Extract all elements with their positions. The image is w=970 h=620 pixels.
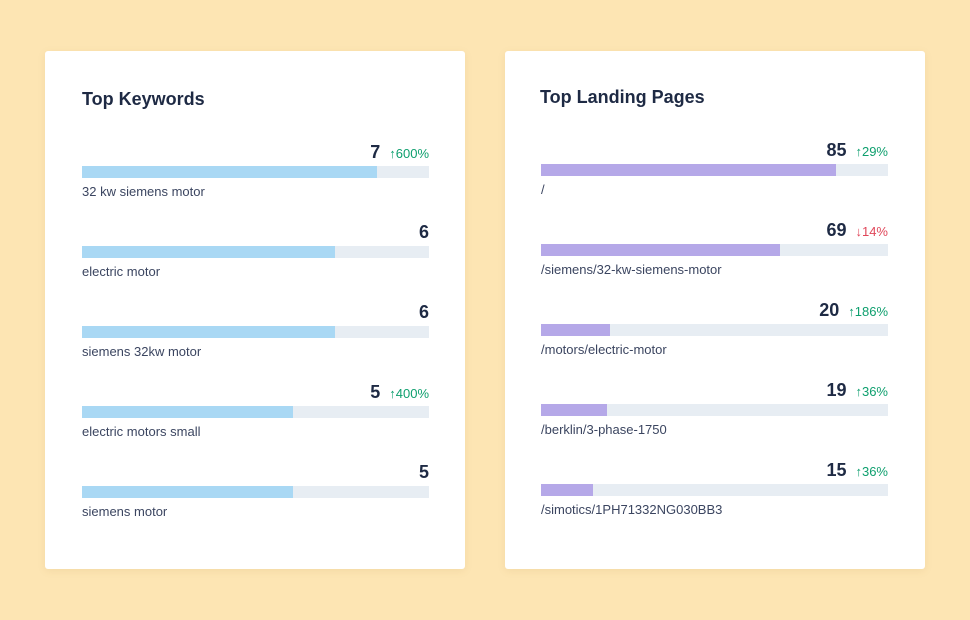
item-label: electric motors small bbox=[82, 424, 201, 439]
item-label: /berklin/3-phase-1750 bbox=[541, 422, 667, 437]
card-title: Top Landing Pages bbox=[540, 87, 705, 107]
list-item: 15 ↑36% /simotics/1PH71332NG030BB3 bbox=[541, 459, 888, 519]
change-badge: ↑36% bbox=[855, 384, 888, 399]
item-label: /motors/electric-motor bbox=[541, 342, 667, 357]
progress-track bbox=[82, 246, 429, 258]
list-item: 69 ↓14% /siemens/32-kw-siemens-motor bbox=[541, 219, 888, 279]
progress-fill bbox=[541, 164, 836, 176]
item-label: 32 kw siemens motor bbox=[82, 184, 205, 199]
progress-track bbox=[82, 406, 429, 418]
item-label: /siemens/32-kw-siemens-motor bbox=[541, 262, 722, 277]
list-item: 6 siemens 32kw motor bbox=[82, 301, 429, 361]
progress-track bbox=[541, 324, 888, 336]
list-item: 19 ↑36% /berklin/3-phase-1750 bbox=[541, 379, 888, 439]
progress-fill bbox=[541, 484, 594, 496]
list-item: 85 ↑29% / bbox=[541, 139, 888, 199]
progress-track bbox=[82, 486, 429, 498]
value-group: 85 ↑29% bbox=[826, 139, 888, 161]
item-label: siemens motor bbox=[82, 504, 168, 519]
item-value: 7 bbox=[370, 142, 381, 162]
card-title: Top Keywords bbox=[82, 89, 205, 109]
value-group: 19 ↑36% bbox=[826, 379, 888, 401]
progress-fill bbox=[82, 486, 293, 498]
value-group: 5 ↑400% bbox=[370, 381, 429, 403]
item-value: 5 bbox=[418, 462, 429, 482]
progress-track bbox=[82, 166, 429, 178]
item-value: 5 bbox=[370, 382, 381, 402]
item-label: electric motor bbox=[82, 264, 161, 279]
item-value: 20 bbox=[819, 300, 840, 320]
change-badge: ↑36% bbox=[855, 464, 888, 479]
item-value: 85 bbox=[826, 140, 847, 160]
progress-track bbox=[541, 164, 888, 176]
progress-fill bbox=[82, 406, 293, 418]
item-label: siemens 32kw motor bbox=[82, 344, 202, 359]
change-badge: ↑186% bbox=[848, 304, 888, 319]
value-group: 6 bbox=[419, 221, 429, 243]
top-keywords-card: Top Keywords 7 ↑600% 32 kw siemens motor 6 e… bbox=[45, 51, 465, 569]
item-value: 69 bbox=[826, 220, 847, 240]
list-item: 6 electric motor bbox=[82, 221, 429, 281]
value-group: 15 ↑36% bbox=[826, 459, 888, 481]
item-value: 6 bbox=[418, 222, 429, 242]
progress-track bbox=[82, 326, 429, 338]
progress-fill bbox=[82, 166, 377, 178]
progress-fill bbox=[82, 246, 335, 258]
value-group: 69 ↓14% bbox=[826, 219, 888, 241]
change-badge: ↓14% bbox=[855, 224, 888, 239]
list-item: 5 siemens motor bbox=[82, 461, 429, 521]
value-group: 5 bbox=[419, 461, 429, 483]
progress-track bbox=[541, 244, 888, 256]
item-value: 19 bbox=[826, 380, 847, 400]
progress-fill bbox=[541, 244, 781, 256]
progress-fill bbox=[541, 404, 607, 416]
list-item: 5 ↑400% electric motors small bbox=[82, 381, 429, 441]
change-badge: ↑29% bbox=[855, 144, 888, 159]
change-badge: ↑400% bbox=[389, 386, 429, 401]
progress-fill bbox=[82, 326, 335, 338]
progress-fill bbox=[541, 324, 611, 336]
list-item: 20 ↑186% /motors/electric-motor bbox=[541, 299, 888, 359]
value-group: 20 ↑186% bbox=[819, 299, 888, 321]
value-group: 7 ↑600% bbox=[370, 141, 429, 163]
progress-track bbox=[541, 484, 888, 496]
item-value: 6 bbox=[418, 302, 429, 322]
value-group: 6 bbox=[419, 301, 429, 323]
list-item: 7 ↑600% 32 kw siemens motor bbox=[82, 141, 429, 201]
progress-track bbox=[541, 404, 888, 416]
change-badge: ↑600% bbox=[389, 146, 429, 161]
item-label: /simotics/1PH71332NG030BB3 bbox=[541, 502, 723, 517]
top-landing-pages-card: Top Landing Pages 85 ↑29% / 69 ↓14% /siemens/… bbox=[505, 51, 925, 569]
item-label: / bbox=[541, 182, 545, 197]
item-value: 15 bbox=[826, 460, 847, 480]
